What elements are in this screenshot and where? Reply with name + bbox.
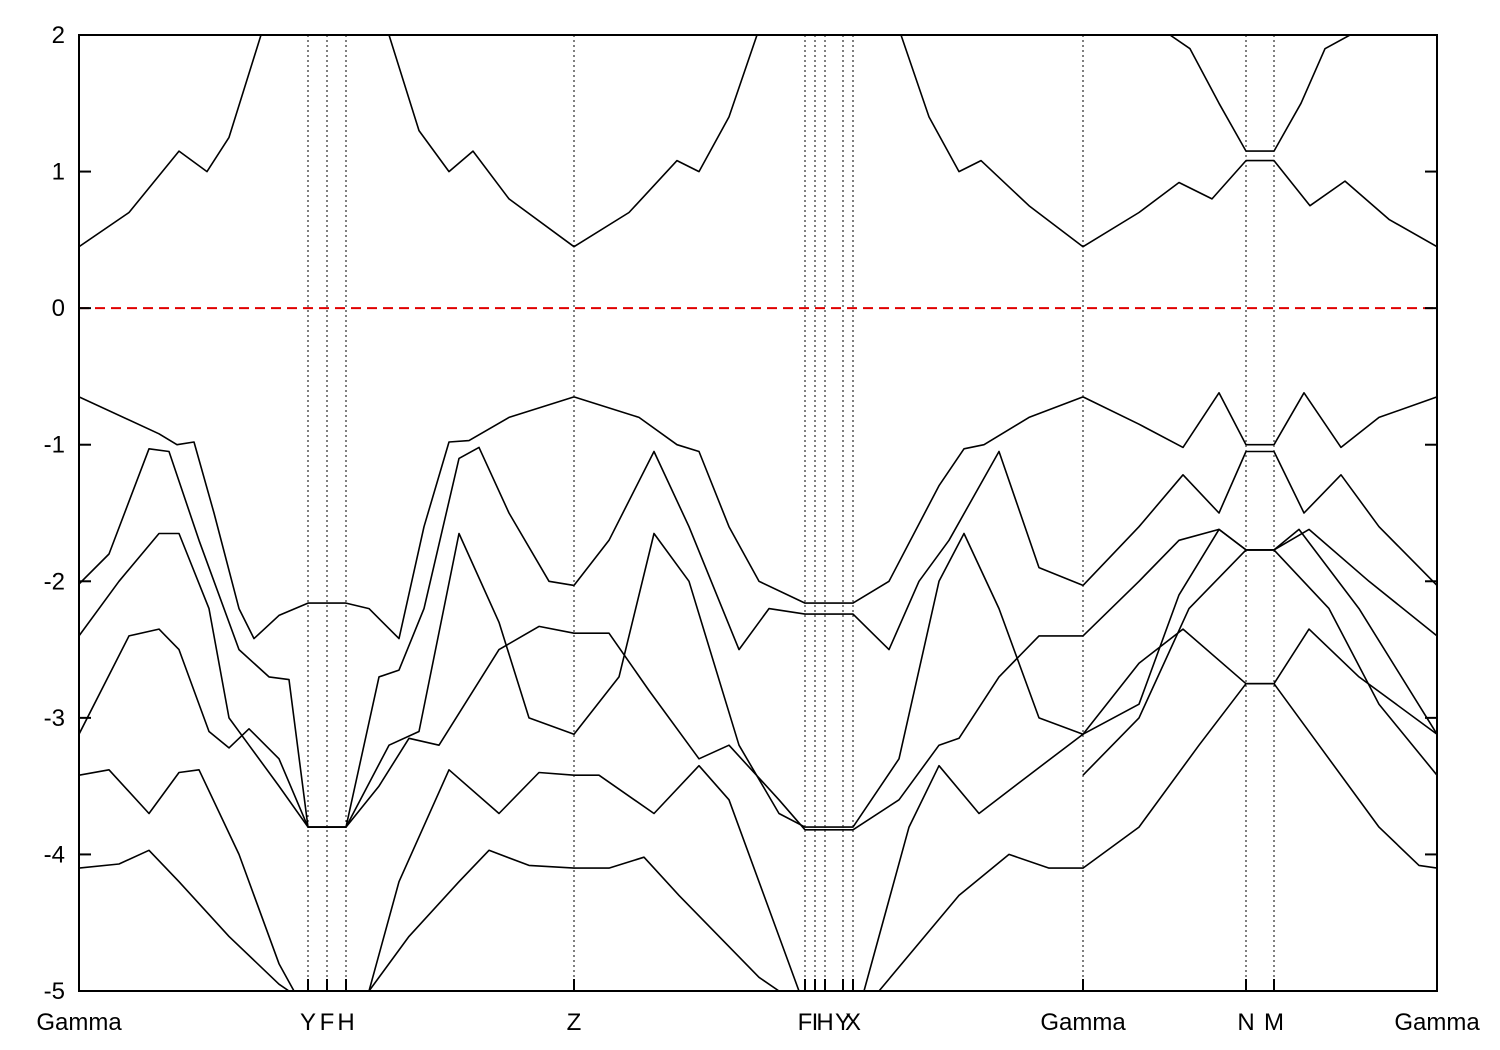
band: [79, 392, 1437, 640]
band: [79, 682, 1437, 991]
x-tick-label: Y: [835, 1009, 851, 1036]
x-tick-label: N: [1237, 1009, 1254, 1036]
x-tick-label: Gamma: [1394, 1009, 1480, 1036]
band: [79, 528, 1437, 831]
x-tick-label: Y: [300, 1009, 316, 1036]
x-tick-label: F: [320, 1009, 335, 1036]
y-tick-label: -4: [44, 841, 65, 868]
y-tick-label: -3: [44, 705, 65, 732]
x-tick-label: I: [812, 1009, 819, 1036]
y-tick-label: 1: [52, 159, 65, 186]
y-tick-label: 0: [52, 295, 65, 322]
y-tick-label: -5: [44, 978, 65, 1005]
band: [79, 528, 1437, 828]
grid-layer: [79, 35, 1437, 991]
y-tick-label: -1: [44, 432, 65, 459]
x-tick-label: H: [816, 1009, 833, 1036]
x-tick-label: Z: [567, 1009, 582, 1036]
band-layer: [79, 35, 1437, 991]
band: [79, 446, 1437, 828]
x-tick-label: Gamma: [1040, 1009, 1126, 1036]
y-tick-label: 2: [52, 22, 65, 49]
x-tick-label: X: [845, 1009, 861, 1036]
x-tick-label: M: [1264, 1009, 1284, 1036]
x-tick-label: F: [798, 1009, 813, 1036]
band: [79, 628, 1437, 991]
band: [1082, 549, 1437, 776]
x-tick-label: Gamma: [36, 1009, 122, 1036]
y-tick-label: -2: [44, 568, 65, 595]
plot-frame: [78, 34, 1438, 992]
band: [1169, 35, 1351, 152]
band: [79, 35, 1437, 248]
x-tick-label: H: [337, 1009, 354, 1036]
